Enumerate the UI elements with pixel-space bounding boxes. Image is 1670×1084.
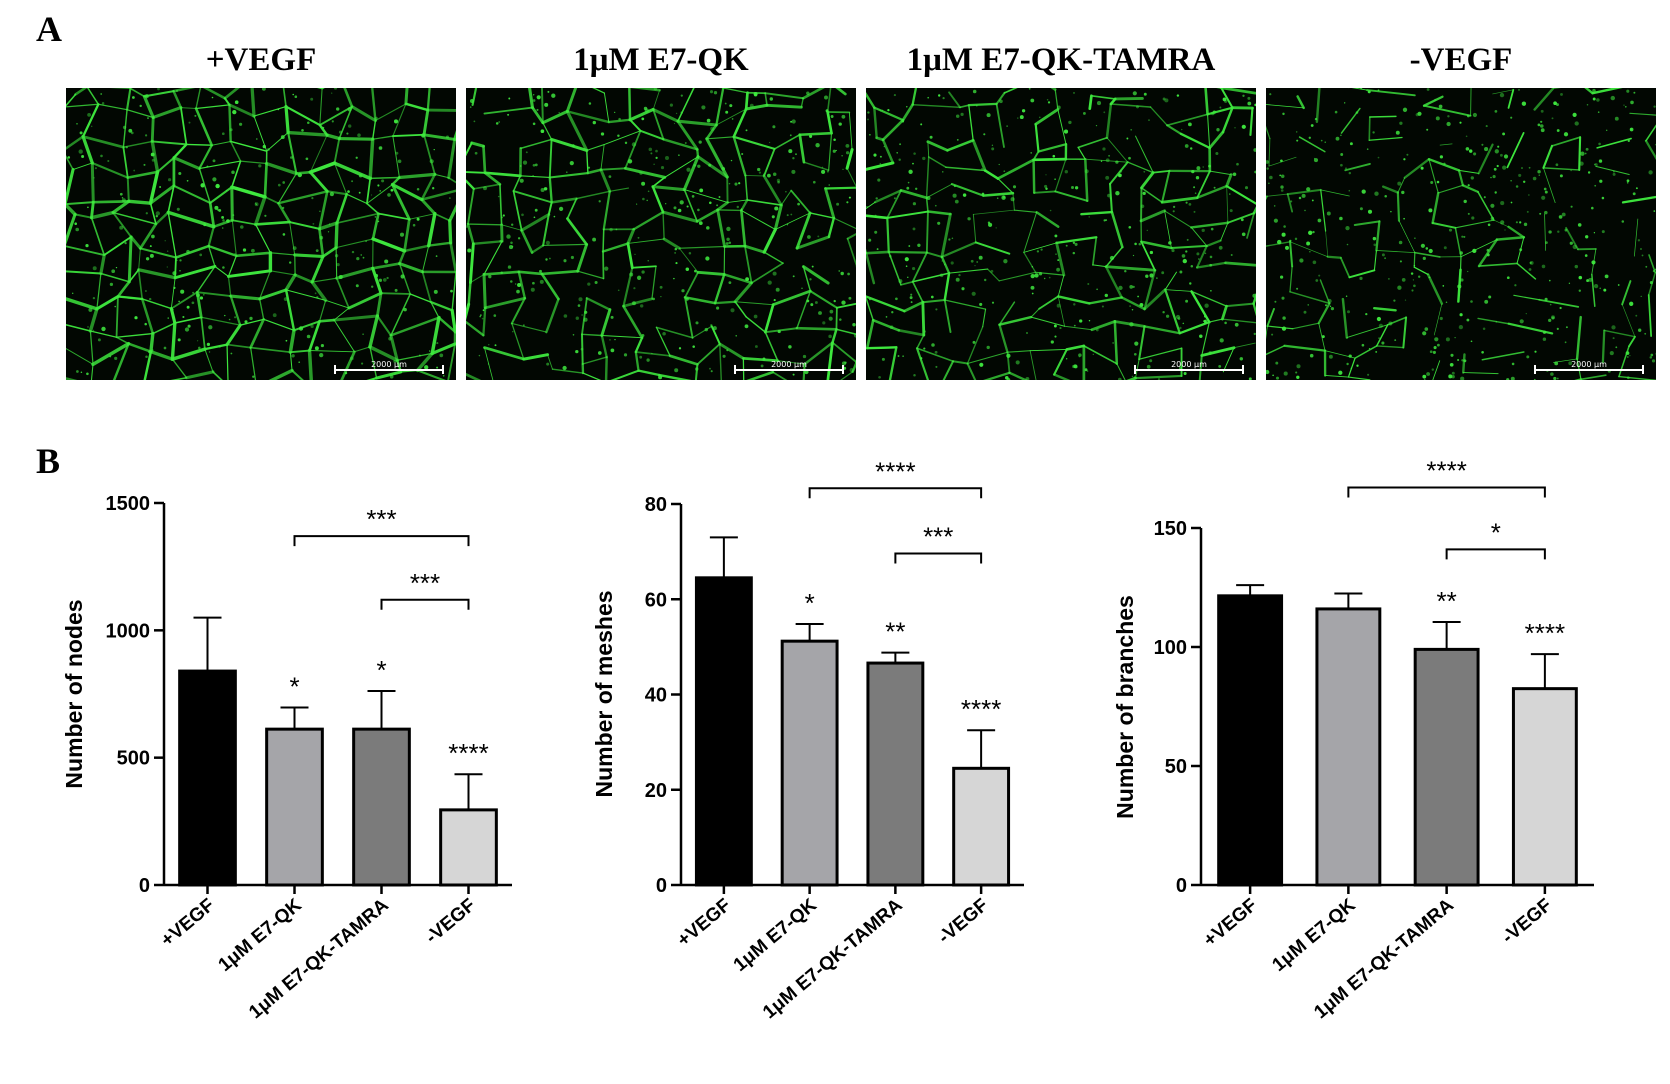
y-tick-label: 40	[645, 685, 667, 707]
x-tick-label: -VEGF	[1498, 895, 1556, 948]
comparison-label: ***	[923, 522, 953, 552]
scale-bar: 2000 μm	[1134, 360, 1244, 374]
panel-a-label: A	[36, 9, 62, 49]
significance-label: **	[885, 617, 905, 647]
image-title-e7-qk-tamra: 1μM E7-QK-TAMRA	[906, 42, 1216, 78]
significance-label: *	[376, 655, 386, 685]
image-title-vegf-plus: +VEGF	[205, 42, 317, 78]
comparison-bracket	[1445, 548, 1546, 560]
x-tick-label: +VEGF	[673, 895, 735, 951]
significance-label: ****	[448, 738, 488, 768]
x-tick-label: 1μM E7-QK-TAMRA	[759, 895, 907, 1024]
significance-label: **	[1437, 586, 1457, 616]
panel-b-label: B	[36, 441, 61, 481]
scale-bar-label: 2000 μm	[371, 360, 407, 369]
y-tick-label: 0	[139, 875, 150, 897]
comparison-bracket	[894, 552, 983, 564]
y-tick-label: 150	[1154, 518, 1187, 540]
y-tick-label: 20	[645, 780, 667, 802]
bar	[780, 639, 839, 887]
image-title-vegf-minus: -VEGF	[1409, 42, 1513, 78]
y-axis-label: Number of meshes	[591, 590, 617, 797]
bar	[352, 727, 411, 887]
comparison-label: ****	[1426, 456, 1466, 486]
x-tick-label: -VEGF	[934, 895, 992, 948]
comparison-bracket	[293, 535, 470, 547]
y-tick-label: 500	[117, 748, 150, 770]
y-tick-label: 0	[656, 875, 667, 897]
comparison-label: *	[1491, 517, 1501, 547]
scale-bar-label: 2000 μm	[771, 360, 807, 369]
y-tick-label: 60	[645, 589, 667, 611]
chart-3: 0 50 100 150 Number of branches +VEGF 1μM E7-Q…	[1112, 456, 1594, 1023]
x-tick-label: 1μM E7-QK	[730, 895, 821, 976]
x-tick-label: -VEGF	[422, 895, 480, 948]
comparison-bracket	[808, 487, 983, 499]
y-tick-label: 80	[645, 494, 667, 516]
x-tick-label: 1μM E7-QK-TAMRA	[245, 895, 393, 1024]
comparison-bracket	[1347, 486, 1546, 498]
bar	[265, 727, 324, 887]
y-tick-label: 1500	[106, 493, 151, 515]
scale-bar: 2000 μm	[734, 360, 844, 374]
x-tick-label: 1μM E7-QK	[1268, 895, 1359, 976]
bar	[439, 808, 498, 887]
scale-bar-label: 2000 μm	[1171, 360, 1207, 369]
y-axis-label: Number of nodes	[61, 599, 87, 788]
bar	[1315, 607, 1382, 887]
y-tick-label: 100	[1154, 637, 1187, 659]
scale-bar-label: 2000 μm	[1571, 360, 1607, 369]
y-tick-label: 1000	[106, 620, 151, 642]
chart-2: 0 20 40 60 80 Number of meshes +VEGF * 1μM E7-QK…	[591, 456, 1024, 1023]
x-tick-label: +VEGF	[1200, 895, 1262, 951]
comparison-bracket	[380, 598, 470, 610]
y-axis-label: Number of branches	[1112, 595, 1138, 819]
y-tick-label: 50	[1165, 756, 1187, 778]
bar	[1511, 687, 1578, 887]
micrograph-vegf-minus: 2000 μm	[1266, 88, 1656, 380]
comparison-label: ***	[366, 504, 396, 534]
bar	[952, 766, 1011, 887]
bar	[1413, 647, 1480, 887]
significance-label: ****	[1525, 618, 1565, 648]
comparison-label: ****	[875, 456, 915, 486]
bar	[866, 661, 925, 887]
micrograph-e7-qk-tamra: 2000 μm	[866, 88, 1256, 380]
significance-label: *	[805, 588, 815, 618]
comparison-label: ***	[410, 568, 440, 598]
x-tick-label: 1μM E7-QK	[215, 895, 306, 976]
chart-1: 0 500 1000 1500 Number of nodes +VEGF * 1μM E7-…	[61, 493, 512, 1023]
micrograph-e7-qk: 2000 μm	[466, 88, 856, 380]
scale-bar: 2000 μm	[1534, 360, 1644, 374]
micrograph-vegf-plus: 2000 μm	[66, 88, 456, 380]
significance-label: ****	[961, 694, 1001, 724]
bar	[178, 669, 237, 887]
image-title-e7-qk: 1μM E7-QK	[573, 42, 749, 78]
bar	[694, 576, 753, 887]
bar	[1217, 594, 1284, 887]
x-tick-label: +VEGF	[157, 895, 219, 951]
scale-bar: 2000 μm	[334, 360, 444, 374]
y-tick-label: 0	[1176, 875, 1187, 897]
significance-label: *	[289, 671, 299, 701]
